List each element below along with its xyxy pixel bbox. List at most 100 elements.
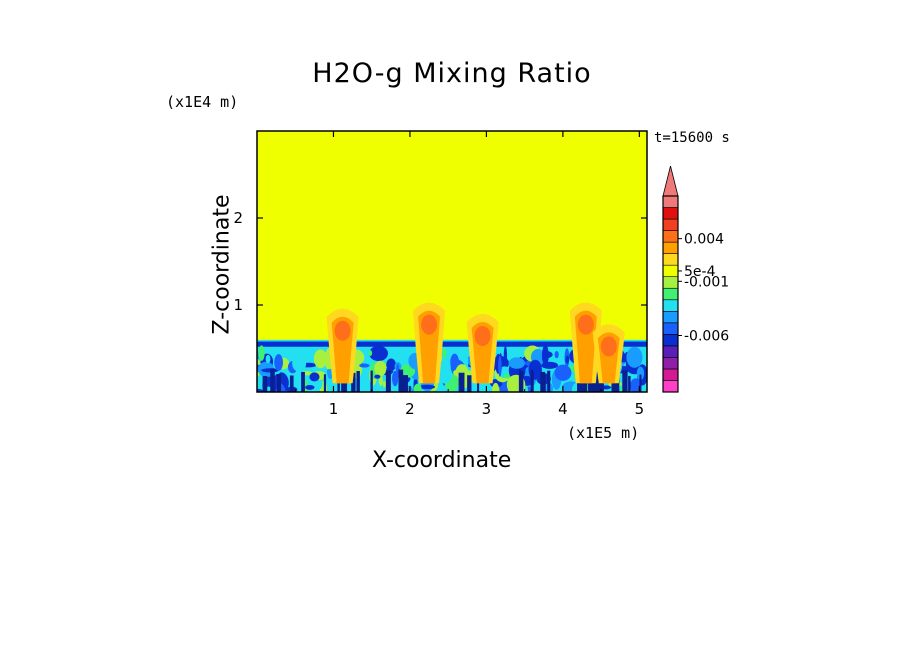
colorbar-extend-arrow xyxy=(662,165,679,197)
field-streak xyxy=(639,374,642,392)
colorbar-swatch xyxy=(662,195,679,208)
colorbar-swatch xyxy=(662,264,679,278)
time-label: t=15600 s xyxy=(654,130,730,146)
field-cell xyxy=(541,344,549,366)
plume-core xyxy=(474,325,491,346)
field-cell xyxy=(565,355,570,364)
tick-layer: 1 2 3 4 5 1 2 xyxy=(233,131,647,418)
field-streak xyxy=(356,371,360,392)
field-streak xyxy=(270,368,275,392)
colorbar-swatch xyxy=(662,230,679,243)
field-streak xyxy=(262,375,268,392)
field-streak xyxy=(622,370,628,392)
field-streak xyxy=(628,376,631,392)
field-cell xyxy=(359,363,370,368)
field-streak xyxy=(277,374,282,392)
field-streak xyxy=(530,369,533,392)
plot-frame xyxy=(256,130,648,393)
field-cell xyxy=(257,388,264,392)
field-streak xyxy=(301,371,305,392)
y-tick-label: 2 xyxy=(233,209,243,227)
field-cell xyxy=(369,345,389,362)
field-streak xyxy=(370,370,373,392)
y-scale-label: (x1E4 m) xyxy=(166,93,239,111)
colorbar-frame xyxy=(662,195,679,393)
field-streak xyxy=(588,376,594,392)
colorbar-swatch xyxy=(662,253,679,266)
field-layer xyxy=(257,131,647,392)
field-cell xyxy=(626,346,643,368)
plume-core xyxy=(600,336,617,357)
field-streak xyxy=(547,370,551,392)
colorbar-swatch xyxy=(662,276,679,289)
field-cell xyxy=(386,358,396,371)
field-cell xyxy=(368,350,373,356)
field-cell xyxy=(317,378,323,389)
x-tick-label: 4 xyxy=(558,400,568,418)
field-streak xyxy=(518,369,521,392)
colorbar-swatch xyxy=(662,380,679,393)
field-cell xyxy=(258,345,265,361)
field-cell xyxy=(554,351,559,359)
plume-core xyxy=(421,314,438,335)
colorbar-label: -0.006 xyxy=(684,329,729,345)
chart-title: H2O-g Mixing Ratio xyxy=(312,58,592,89)
field-cell xyxy=(305,385,315,390)
field-streak xyxy=(597,375,602,392)
field-cell xyxy=(374,374,381,379)
x-axis-title: X-coordinate xyxy=(372,448,512,473)
field-cell xyxy=(266,386,271,392)
field-cell xyxy=(382,380,387,388)
field-cell xyxy=(528,359,542,380)
field-cell xyxy=(636,366,645,381)
field-streak xyxy=(385,370,391,392)
field-streak xyxy=(582,375,587,392)
field-cell xyxy=(265,354,271,364)
x-scale-label: (x1E5 m) xyxy=(567,424,640,442)
field-streak xyxy=(323,374,327,392)
field-cell xyxy=(436,365,453,384)
colorbar-swatch xyxy=(662,345,679,358)
colorbar-swatch xyxy=(662,207,679,220)
field-streak xyxy=(542,372,546,392)
x-tick-label: 1 xyxy=(329,400,339,418)
field-cell xyxy=(442,347,447,359)
plume-core xyxy=(334,320,351,341)
x-tick-label: 3 xyxy=(482,400,492,418)
plume-core xyxy=(577,314,594,335)
colorbar-swatch xyxy=(662,334,679,347)
plume xyxy=(466,313,499,384)
colorbar: 0.004 5e-4-0.001 -0.006 xyxy=(662,165,729,393)
plume xyxy=(326,308,359,384)
field-cell xyxy=(554,364,572,381)
field-cell xyxy=(508,357,525,369)
x-tick-label: 5 xyxy=(635,400,645,418)
colorbar-swatch xyxy=(662,241,679,254)
field-cell xyxy=(292,355,307,372)
colorbar-label: 5e-4 xyxy=(684,264,716,280)
field-cell xyxy=(326,369,332,374)
plume xyxy=(569,302,602,384)
y-tick-label: 1 xyxy=(233,296,243,314)
field-cell xyxy=(374,360,387,377)
colorbar-label: 0.004 xyxy=(684,232,724,248)
field-streak xyxy=(458,372,465,392)
field-streak xyxy=(402,375,408,392)
field-cell xyxy=(313,349,328,369)
field-streak xyxy=(351,372,356,392)
field-streak xyxy=(519,370,524,392)
colorbar-label: -0.001 xyxy=(684,274,729,290)
colorbar-swatch xyxy=(662,357,679,370)
colorbar-swatch xyxy=(662,310,679,324)
field-cell xyxy=(413,383,422,392)
field-cell xyxy=(418,384,436,390)
colorbar-swatch xyxy=(662,368,679,381)
field-cell xyxy=(491,382,500,392)
x-tick-label: 2 xyxy=(405,400,415,418)
plume xyxy=(413,302,446,384)
colorbar-swatch xyxy=(662,218,679,231)
colorbar-swatch xyxy=(662,287,679,301)
colorbar-swatch xyxy=(662,299,679,312)
field-cell xyxy=(629,378,642,392)
